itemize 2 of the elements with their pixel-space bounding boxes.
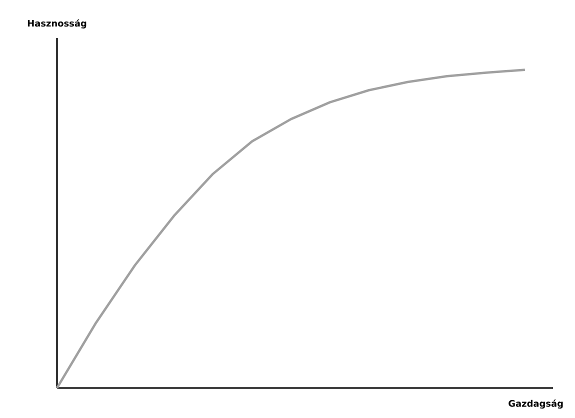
x-axis-title: Gazdagság bbox=[508, 400, 563, 409]
y-axis-title: Hasznosság bbox=[28, 19, 86, 28]
